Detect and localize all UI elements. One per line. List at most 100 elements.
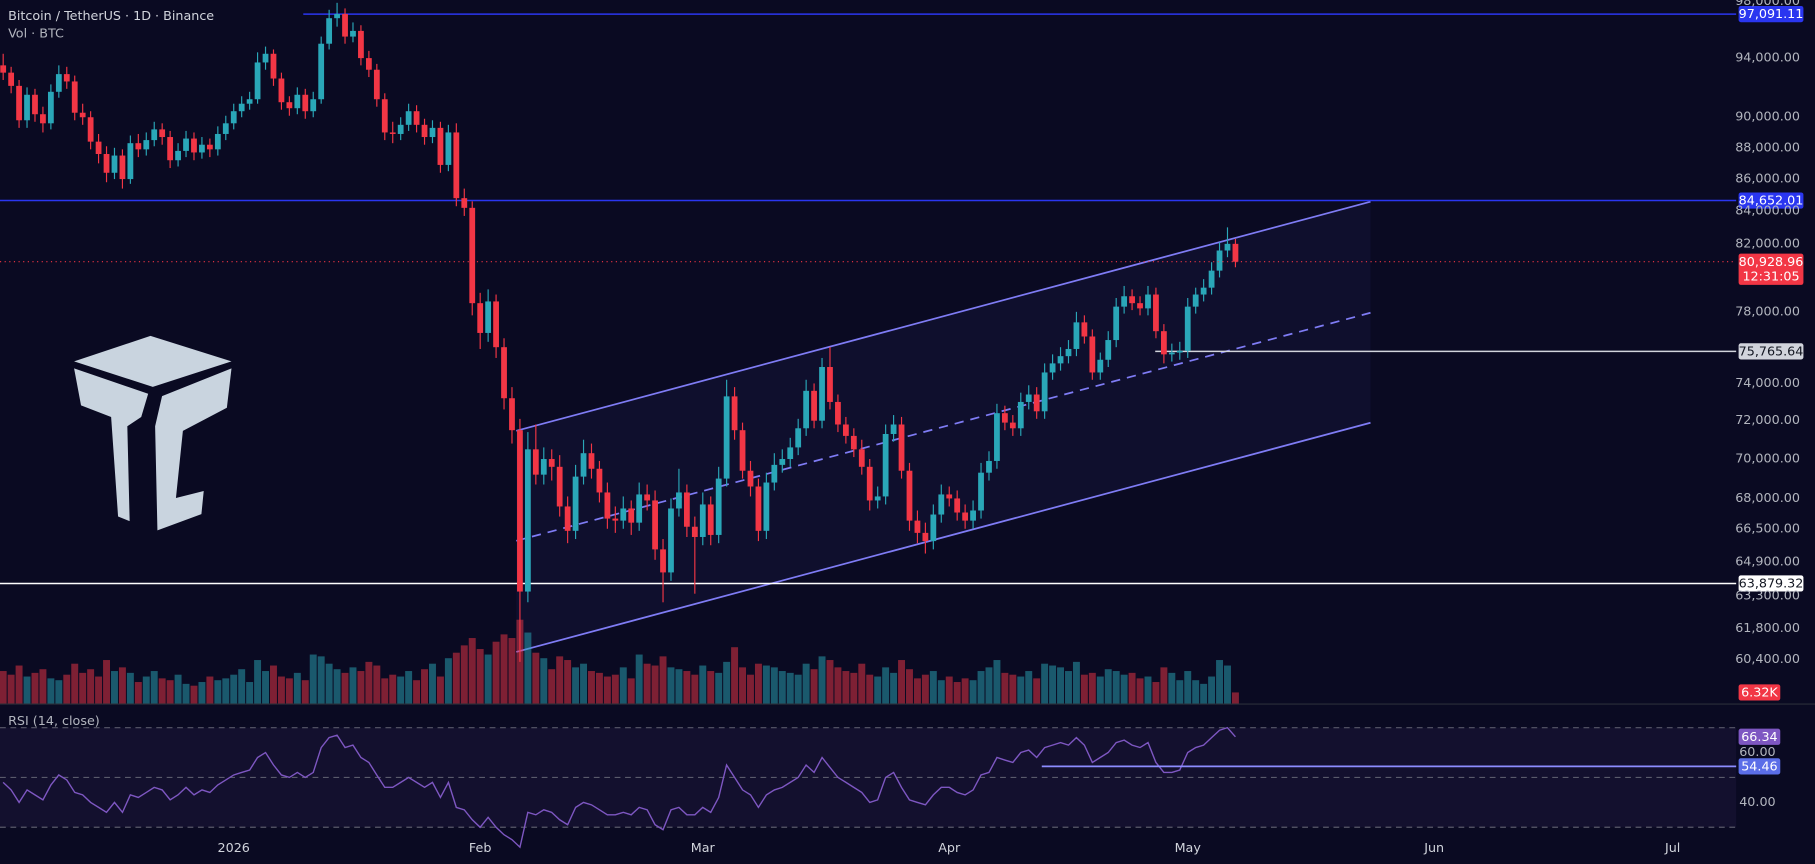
volume-bar <box>95 676 103 705</box>
volume-bar <box>118 667 126 705</box>
volume-bar <box>794 674 802 705</box>
candle-body <box>429 127 436 138</box>
volume-bar <box>810 669 818 705</box>
volume-bar <box>802 663 810 705</box>
volume-bar <box>134 682 142 705</box>
candle-body <box>32 94 38 115</box>
volume-bar <box>921 674 929 705</box>
candle-body <box>1160 331 1167 355</box>
volume-bar <box>683 671 691 705</box>
candle-body <box>699 504 706 537</box>
volume-bar <box>79 672 87 705</box>
candle-body <box>620 508 627 521</box>
candle-body <box>230 111 237 124</box>
volume-bar <box>15 665 23 705</box>
volume-bar <box>595 672 603 705</box>
candle-body <box>819 367 825 421</box>
volume-bar <box>906 669 913 705</box>
volume-title: Vol · BTC <box>8 26 64 41</box>
candle-body <box>779 459 786 465</box>
volume-bar <box>1120 674 1128 705</box>
volume-bar <box>47 678 55 705</box>
candle-body <box>1081 322 1088 337</box>
volume-bar <box>1009 674 1017 705</box>
candle-body <box>1145 294 1151 309</box>
volume-bar <box>357 671 365 705</box>
candle-body <box>850 435 857 450</box>
candle-body <box>612 518 619 521</box>
volume-bar <box>71 663 79 705</box>
candle-body <box>79 112 86 118</box>
volume-bar <box>230 674 238 705</box>
candle-body <box>1232 243 1239 262</box>
candle-body <box>1137 303 1143 309</box>
volume-bar <box>166 680 174 705</box>
candle-body <box>55 74 62 92</box>
candle-body <box>135 143 142 150</box>
chart-title: Bitcoin / TetherUS · 1D · Binance <box>8 9 214 24</box>
volume-bar <box>627 678 635 705</box>
y-tick-label: 86,000.00 <box>1735 172 1800 187</box>
volume-bar <box>818 656 826 705</box>
candle-body <box>914 520 921 533</box>
logo-left <box>74 368 149 522</box>
x-tick-label: Jul <box>1664 841 1680 856</box>
volume-bar <box>87 669 95 705</box>
volume-bar <box>548 669 556 705</box>
volume-bar <box>142 676 150 705</box>
volume-bar <box>1192 680 1200 705</box>
candle-body <box>755 486 762 531</box>
volume-bar <box>969 680 977 705</box>
candle-body <box>206 144 213 150</box>
candle-body <box>946 494 953 499</box>
volume-bar <box>421 669 429 705</box>
level-label: 97,091.11 <box>1739 7 1804 22</box>
volume-bar <box>103 660 111 705</box>
volume-label-box <box>1738 684 1781 701</box>
candle-body <box>731 396 738 431</box>
candle-body <box>389 132 396 134</box>
volume-bar <box>309 654 317 705</box>
rsi-title: RSI (14, close) <box>8 714 100 729</box>
candle-body <box>683 492 690 527</box>
volume-bar <box>126 672 134 705</box>
labels: 97,091.11 84,652.01 75,765.64 63,879.32 80,9… <box>218 0 1804 856</box>
candle-body <box>842 424 849 436</box>
volume-bar <box>723 661 731 705</box>
candle-body <box>1033 394 1040 412</box>
volume-bar <box>890 672 898 705</box>
volume-bar <box>254 660 262 705</box>
candle-body <box>493 301 499 348</box>
volume-bar <box>429 663 436 705</box>
volume-bar <box>850 672 858 705</box>
volume-bar <box>993 660 1001 705</box>
volume-bar <box>270 665 277 705</box>
candle-body <box>596 468 603 493</box>
volume-bar <box>564 660 572 705</box>
candle-body <box>350 30 356 37</box>
rsi-level-box <box>1738 758 1781 775</box>
volume-label: 6.32K <box>1741 686 1778 701</box>
candle-body <box>63 74 70 82</box>
candle-body <box>477 303 484 333</box>
price-axis <box>1736 0 1815 864</box>
volume-bar <box>524 632 532 705</box>
volume-bar <box>341 672 349 705</box>
candle-body <box>191 138 197 153</box>
candle-body <box>1049 363 1056 373</box>
candle-body <box>517 430 523 592</box>
level-label: 75,765.64 <box>1739 344 1804 359</box>
candle-body <box>302 94 309 112</box>
volume-bar <box>301 680 309 705</box>
candle-body <box>87 117 94 142</box>
volume-bar <box>317 656 325 705</box>
candle-body <box>771 464 778 483</box>
candle-body <box>445 132 452 165</box>
y-tick-label: 64,900.00 <box>1735 554 1800 569</box>
candle-body <box>994 413 1000 461</box>
y-tick-label: 68,000.00 <box>1735 491 1800 506</box>
candle-body <box>397 124 404 134</box>
volume-bar <box>31 672 39 705</box>
candle-body <box>691 526 698 537</box>
